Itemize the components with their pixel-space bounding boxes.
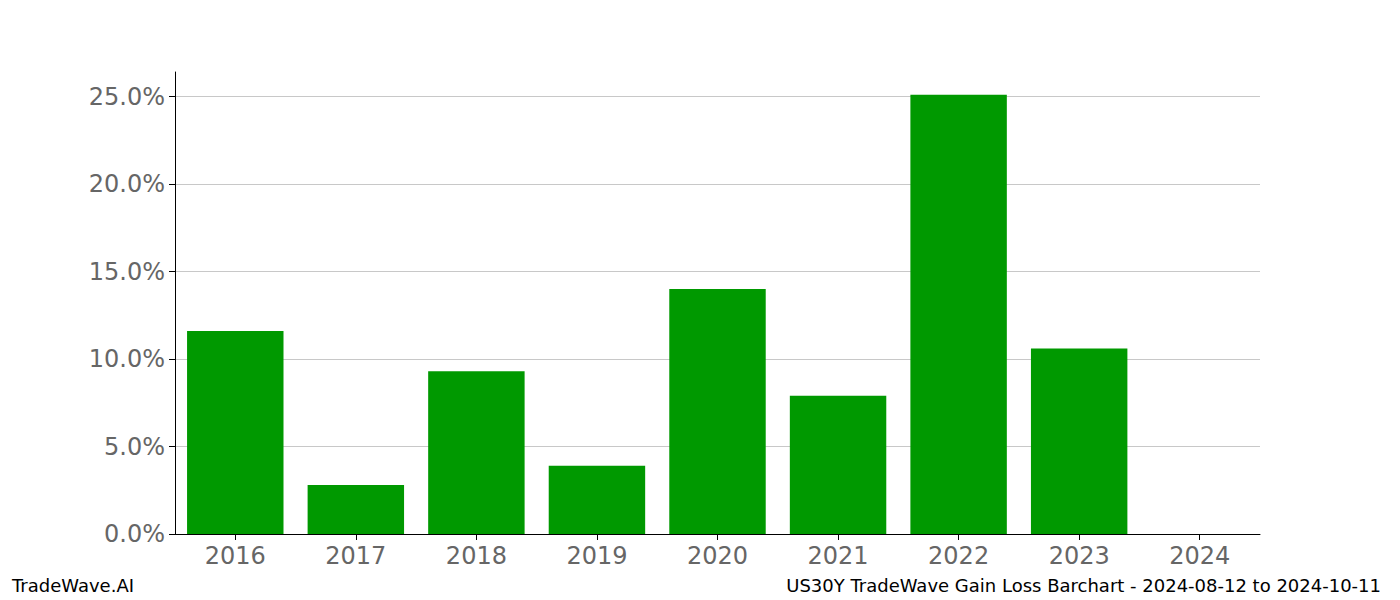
svg-text:15.0%: 15.0% (89, 258, 165, 286)
svg-text:2020: 2020 (687, 542, 748, 570)
svg-text:US30Y TradeWave Gain Loss Barc: US30Y TradeWave Gain Loss Barchart - 202… (786, 575, 1381, 596)
svg-text:2016: 2016 (205, 542, 266, 570)
svg-text:2019: 2019 (566, 542, 627, 570)
svg-text:2017: 2017 (325, 542, 386, 570)
svg-text:2024: 2024 (1169, 542, 1230, 570)
svg-text:0.0%: 0.0% (104, 520, 165, 548)
svg-text:25.0%: 25.0% (89, 83, 165, 111)
svg-text:10.0%: 10.0% (89, 345, 165, 373)
svg-text:2023: 2023 (1049, 542, 1110, 570)
svg-text:2018: 2018 (446, 542, 507, 570)
svg-text:2022: 2022 (928, 542, 989, 570)
svg-text:5.0%: 5.0% (104, 433, 165, 461)
svg-text:20.0%: 20.0% (89, 170, 165, 198)
svg-text:2021: 2021 (808, 542, 869, 570)
svg-text:TradeWave.AI: TradeWave.AI (11, 575, 134, 596)
